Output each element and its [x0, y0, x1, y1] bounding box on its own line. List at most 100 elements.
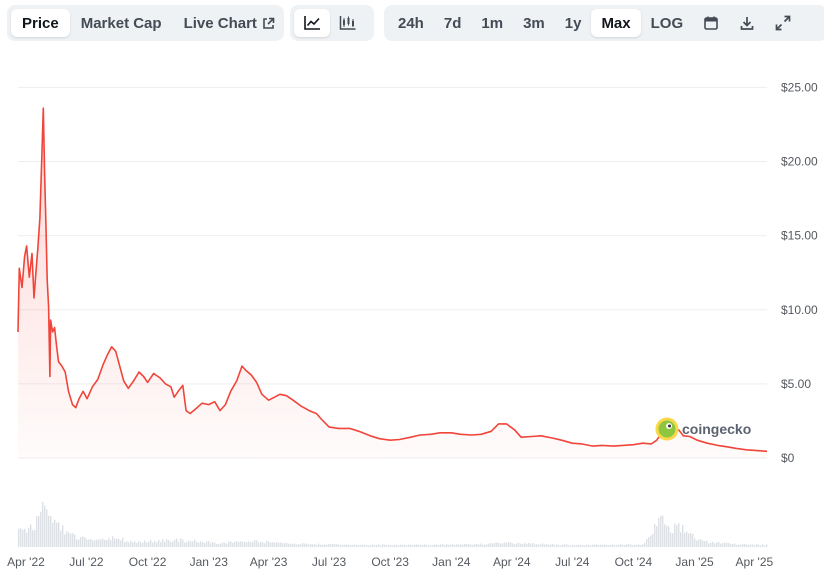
volume-bar — [154, 541, 156, 547]
volume-bar — [600, 544, 602, 547]
range-1y[interactable]: 1y — [555, 9, 592, 37]
volume-bar — [394, 544, 396, 547]
volume-bar — [562, 544, 564, 547]
range-1m[interactable]: 1m — [471, 9, 513, 37]
volume-bar — [140, 542, 142, 547]
volume-bar — [480, 543, 482, 547]
download-button[interactable] — [729, 9, 765, 37]
volume-bar — [764, 545, 766, 547]
volume-bar — [172, 541, 174, 547]
volume-bar — [686, 531, 688, 547]
volume-bar — [156, 542, 158, 547]
volume-bar — [118, 538, 120, 547]
download-icon — [739, 15, 755, 31]
calendar-button[interactable] — [693, 9, 729, 37]
y-tick-label: $25.00 — [781, 80, 818, 94]
volume-bar — [740, 544, 742, 547]
log-scale-toggle[interactable]: LOG — [641, 9, 694, 37]
volume-bar — [538, 544, 540, 547]
volume-bar — [584, 545, 586, 547]
volume-bar — [476, 543, 478, 547]
volume-bar — [656, 526, 658, 547]
volume-bar — [564, 544, 566, 547]
range-24h-label: 24h — [398, 14, 424, 32]
volume-bar — [434, 544, 436, 547]
volume-bar — [232, 542, 234, 547]
volume-bar — [598, 545, 600, 547]
price-line-group — [17, 107, 768, 453]
tab-live-chart[interactable]: Live Chart — [173, 9, 286, 37]
x-tick-label: Jul '23 — [312, 555, 347, 569]
volume-bar — [354, 544, 356, 547]
y-tick-label: $20.00 — [781, 155, 818, 169]
volume-bar — [624, 544, 626, 547]
volume-bar — [200, 541, 202, 547]
range-3m-label: 3m — [523, 14, 545, 32]
volume-bar — [258, 542, 260, 547]
volume-bar — [638, 544, 640, 547]
volume-bar — [18, 528, 20, 547]
volume-bar — [652, 533, 654, 547]
line-chart-button[interactable] — [294, 9, 330, 37]
volume-bar — [98, 539, 100, 547]
volume-bar — [206, 541, 208, 547]
range-1y-label: 1y — [564, 14, 582, 32]
volume-bar — [162, 539, 164, 547]
volume-bar — [654, 523, 656, 547]
range-max[interactable]: Max — [591, 9, 641, 37]
volume-bar — [308, 544, 310, 547]
fullscreen-button[interactable] — [765, 9, 801, 37]
volume-bar — [368, 545, 370, 547]
tab-market-cap[interactable]: Market Cap — [70, 9, 173, 37]
range-3m[interactable]: 3m — [513, 9, 555, 37]
tab-price[interactable]: Price — [11, 9, 70, 37]
volume-bar — [192, 541, 194, 547]
price-area — [18, 108, 767, 458]
volume-bar — [256, 540, 258, 547]
volume-bar — [380, 545, 382, 547]
volume-bar — [462, 544, 464, 547]
volume-bar — [364, 545, 366, 547]
volume-bar — [340, 545, 342, 547]
x-tick-label: Jan '24 — [432, 555, 471, 569]
range-7d[interactable]: 7d — [434, 9, 472, 37]
volume-bar — [470, 544, 472, 547]
volume-bar — [498, 542, 500, 547]
volume-bar — [406, 545, 408, 547]
volume-bar — [488, 543, 490, 547]
volume-bar — [726, 542, 728, 547]
volume-bar — [708, 543, 710, 547]
volume-bar — [418, 544, 420, 547]
volume-bar — [184, 542, 186, 547]
volume-bar — [502, 543, 504, 547]
volume-bar — [96, 539, 98, 547]
candlestick-chart-icon — [339, 15, 357, 31]
volume-bar — [716, 542, 718, 547]
volume-bar — [766, 544, 768, 547]
volume-bar — [314, 543, 316, 547]
volume-bar — [444, 545, 446, 547]
volume-bar — [560, 545, 562, 547]
volume-bar — [486, 544, 488, 547]
volume-bar — [712, 541, 714, 547]
volume-bar — [292, 544, 294, 547]
candlestick-chart-button[interactable] — [330, 9, 366, 37]
volume-bar — [404, 545, 406, 547]
volume-bar — [748, 544, 750, 547]
range-24h[interactable]: 24h — [388, 9, 434, 37]
volume-bar — [216, 544, 218, 547]
volume-bar — [746, 544, 748, 547]
volume-bar — [90, 538, 92, 547]
volume-bar — [678, 523, 680, 547]
volume-bar — [170, 541, 172, 547]
volume-bar — [446, 544, 448, 547]
volume-bar — [40, 511, 42, 547]
volume-bar — [330, 543, 332, 547]
volume-bar — [754, 545, 756, 547]
volume-bar — [694, 538, 696, 547]
volume-bar — [402, 544, 404, 547]
volume-bar — [248, 541, 250, 547]
volume-bar — [556, 544, 558, 547]
x-tick-label: Jan '25 — [675, 555, 714, 569]
